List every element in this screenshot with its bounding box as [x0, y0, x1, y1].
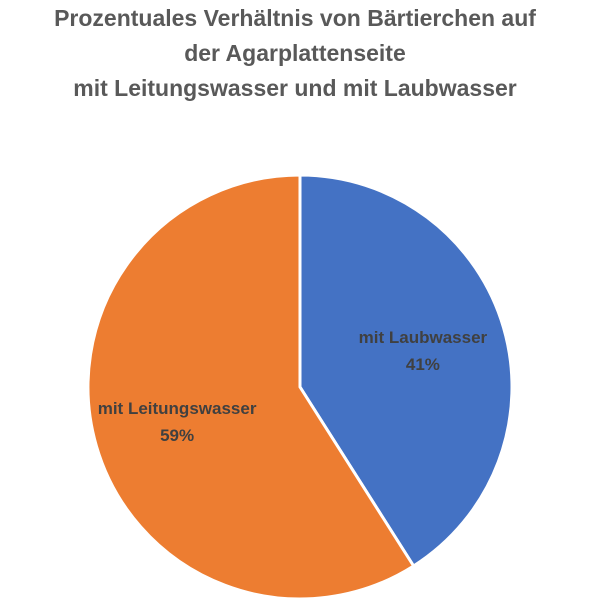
- chart-title: der Agarplattenseite: [184, 40, 406, 66]
- slice-label: mit Laubwasser: [359, 328, 488, 347]
- pie-slice: [86, 173, 416, 601]
- chart-title: Prozentuales Verhältnis von Bärtierchen …: [54, 5, 536, 31]
- value-label: 41%: [406, 355, 440, 374]
- chart-title: mit Leitungswasser und mit Laubwasser: [73, 75, 517, 101]
- slice-label: mit Leitungswasser: [98, 399, 257, 418]
- value-label: 59%: [160, 426, 194, 445]
